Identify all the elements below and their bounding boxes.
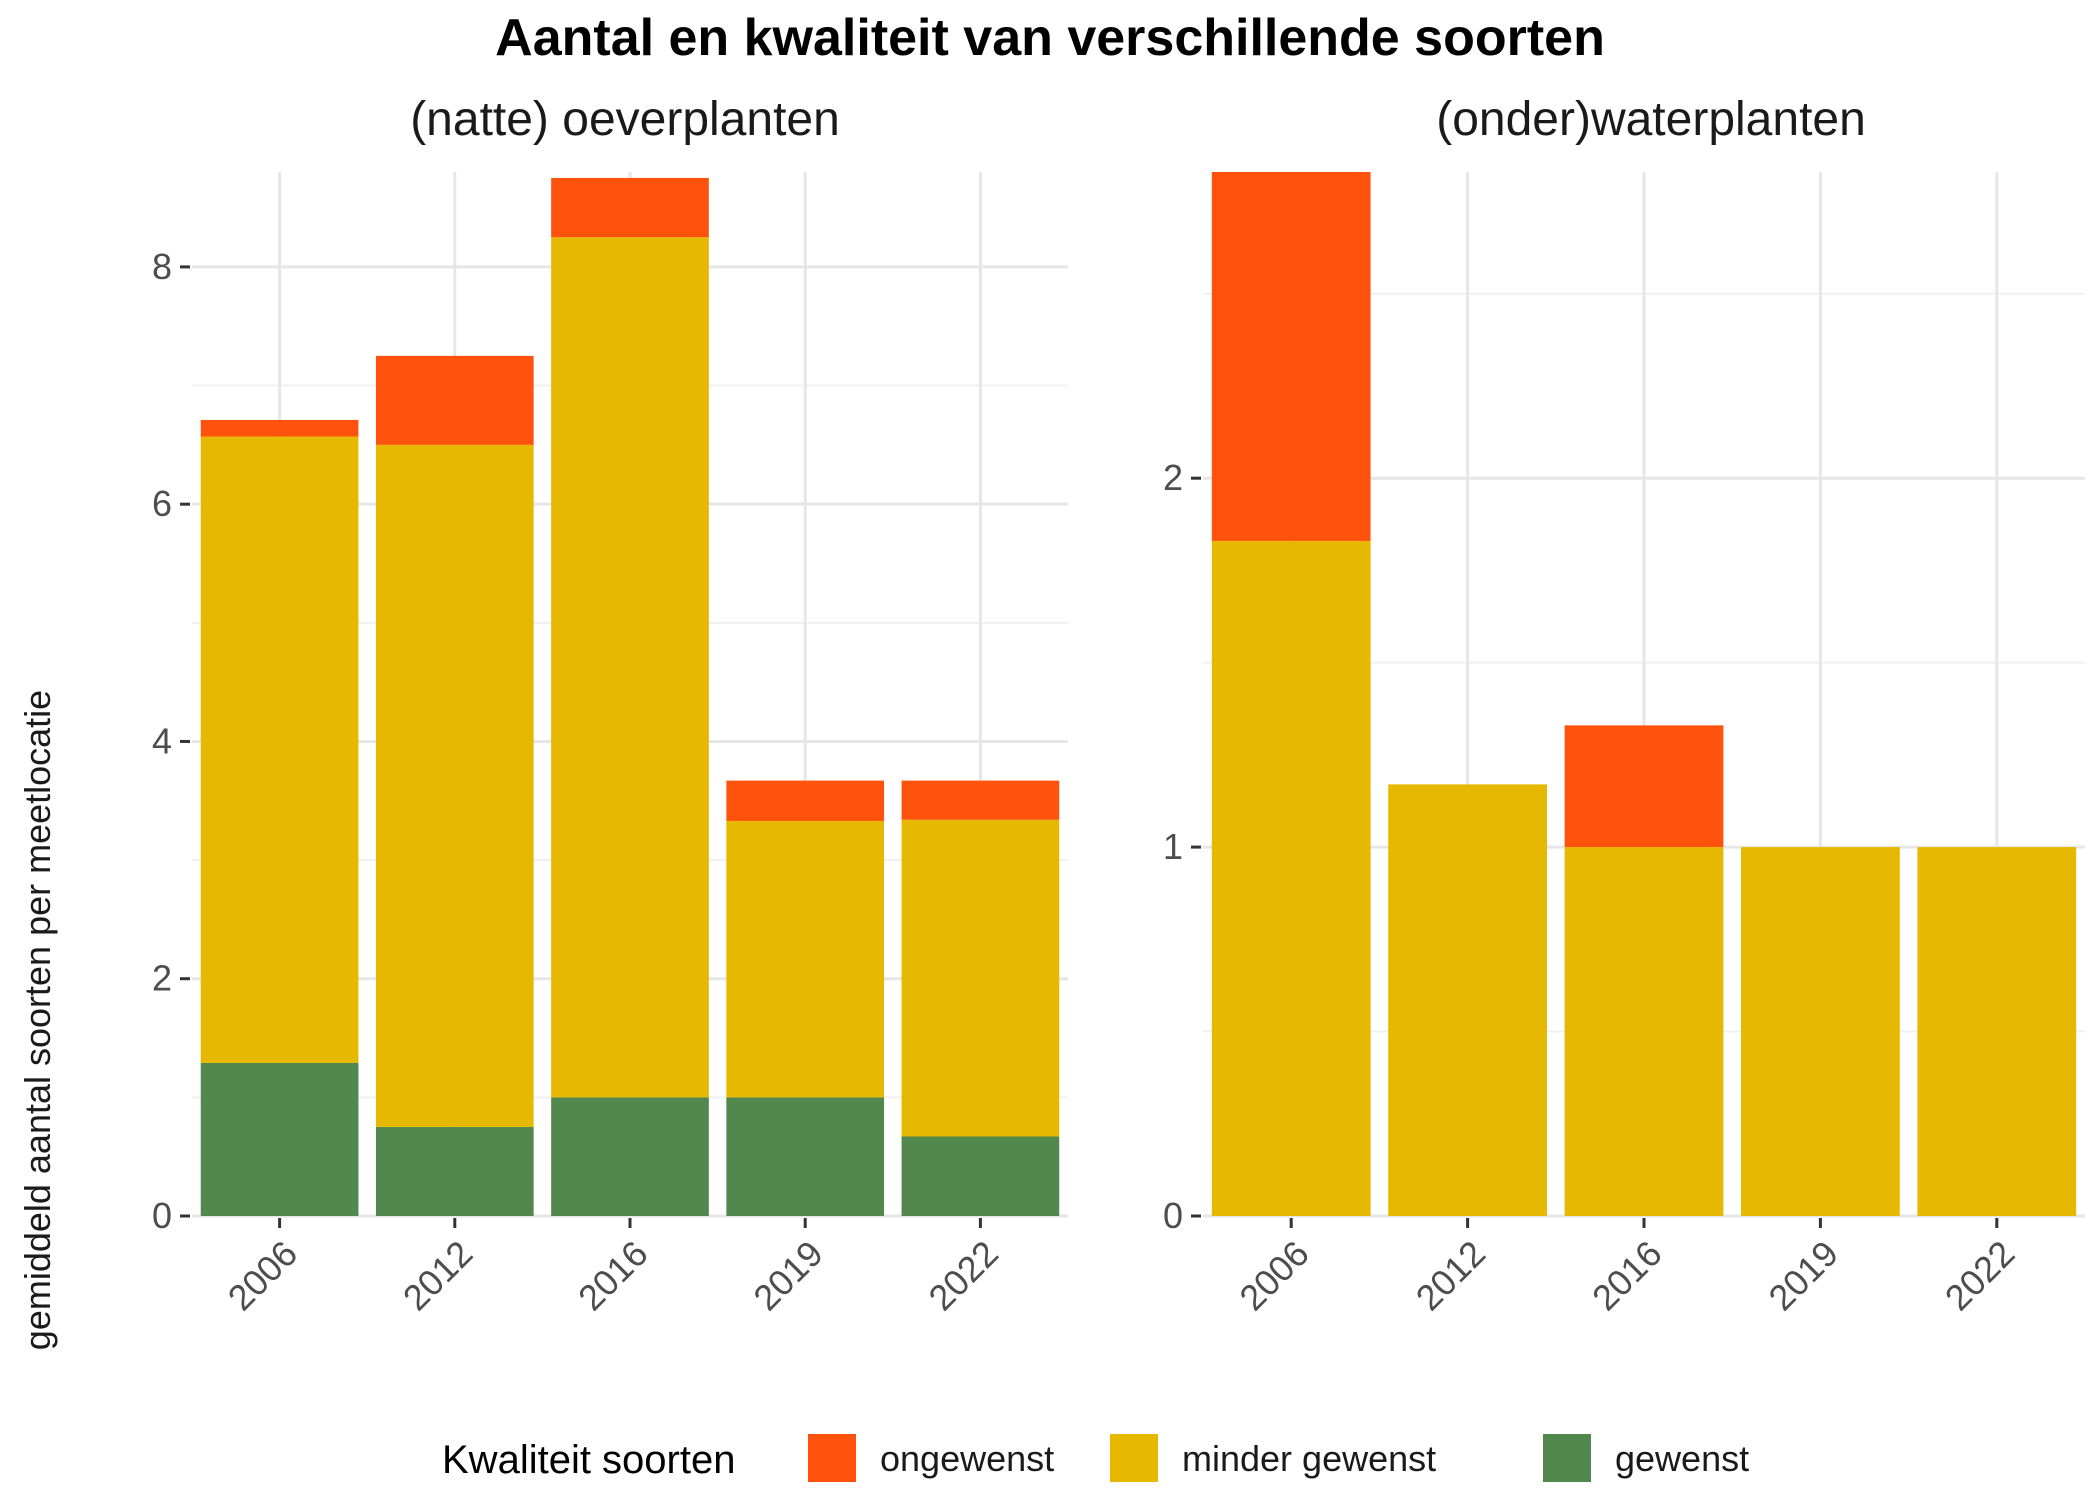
bar-minder-gewenst-2012 xyxy=(375,444,534,1128)
bar-ongewenst-2006 xyxy=(200,419,359,437)
bar-minder-gewenst-2019 xyxy=(1741,847,1900,1216)
bar-minder-gewenst-2016 xyxy=(1564,847,1724,1216)
x-tick-label: 2022 xyxy=(1937,1233,2023,1319)
y-tick-label: 6 xyxy=(152,483,172,524)
legend-key-gewenst xyxy=(1543,1434,1591,1482)
y-tick-label: 0 xyxy=(152,1195,172,1236)
y-tick-label: 4 xyxy=(152,720,172,761)
legend-title: Kwaliteit soorten xyxy=(442,1438,735,1482)
bar-ongewenst-2016 xyxy=(1564,725,1724,848)
bar-minder-gewenst-2006 xyxy=(200,436,359,1063)
x-tick-label: 2016 xyxy=(570,1233,656,1319)
bar-minder-gewenst-2019 xyxy=(726,820,885,1098)
y-tick-label: 0 xyxy=(1163,1195,1183,1236)
panel-2: (onder)waterplanten 0 1 2 2006 2012 2016 2019 20… xyxy=(1163,93,2085,1318)
bar-gewenst-2012 xyxy=(375,1127,534,1216)
x-tick-label: 2012 xyxy=(395,1233,481,1319)
panel-1: (natte) oeverplanten 0 2 4 6 8 2006 2012 2016 201… xyxy=(152,93,1068,1318)
bar-ongewenst-2022 xyxy=(901,780,1060,820)
bar-minder-gewenst-2006 xyxy=(1211,540,1371,1216)
y-tick-label: 8 xyxy=(152,246,172,287)
bar-minder-gewenst-2022 xyxy=(1917,847,2077,1216)
bar-gewenst-2006 xyxy=(200,1062,359,1216)
x-tick-label: 2019 xyxy=(745,1233,831,1319)
x-tick-label: 2022 xyxy=(920,1233,1006,1319)
legend-key-minder-gewenst xyxy=(1110,1434,1158,1482)
legend: Kwaliteit soorten ongewenst minder gewens… xyxy=(442,1434,1749,1482)
panel-title: (onder)waterplanten xyxy=(1436,93,1866,146)
y-tick-label: 2 xyxy=(1163,457,1183,498)
y-tick-label: 1 xyxy=(1163,826,1183,867)
bar-minder-gewenst-2012 xyxy=(1388,784,1547,1216)
y-tick-label: 2 xyxy=(152,958,172,999)
x-tick-label: 2012 xyxy=(1408,1233,1494,1319)
x-tick-label: 2006 xyxy=(220,1233,306,1319)
bar-ongewenst-2016 xyxy=(551,177,709,238)
legend-label: minder gewenst xyxy=(1182,1438,1436,1479)
panel-title: (natte) oeverplanten xyxy=(410,93,840,146)
bar-ongewenst-2012 xyxy=(375,355,534,445)
legend-label: ongewenst xyxy=(880,1438,1054,1479)
bar-gewenst-2019 xyxy=(726,1097,885,1216)
bar-minder-gewenst-2016 xyxy=(551,237,709,1098)
y-axis-label: gemiddeld aantal soorten per meetlocatie xyxy=(17,690,58,1350)
x-tick-label: 2006 xyxy=(1231,1233,1317,1319)
bar-gewenst-2016 xyxy=(551,1097,709,1216)
bar-ongewenst-2019 xyxy=(726,780,885,821)
bar-gewenst-2022 xyxy=(901,1136,1060,1216)
legend-label: gewenst xyxy=(1615,1438,1749,1479)
x-tick-label: 2016 xyxy=(1584,1233,1670,1319)
bar-ongewenst-2006 xyxy=(1211,172,1371,541)
bar-minder-gewenst-2022 xyxy=(901,819,1060,1137)
legend-key-ongewenst xyxy=(808,1434,856,1482)
chart-title: Aantal en kwaliteit van verschillende so… xyxy=(495,9,1605,67)
x-tick-label: 2019 xyxy=(1760,1233,1846,1319)
